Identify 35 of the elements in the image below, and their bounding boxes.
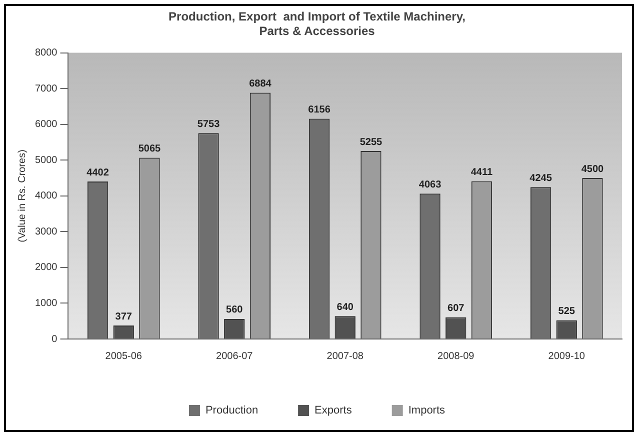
data-label: 4245	[530, 172, 552, 184]
legend-label: Production	[205, 404, 258, 417]
data-label: 377	[115, 311, 132, 322]
x-tick-label: 2006-07	[216, 350, 254, 362]
legend-label: Exports	[314, 404, 352, 417]
y-axis-title: (Value in Rs. Crores)	[16, 150, 28, 242]
text: Parts & Accessories	[259, 24, 375, 38]
x-tick-label: 2007-08	[326, 350, 364, 362]
y-tick-label: 7000	[34, 83, 58, 94]
y-tick-label: 0	[52, 334, 58, 345]
x-tick-label: 2005-06	[105, 350, 142, 362]
data-label: 4411	[470, 166, 493, 178]
data-label: 525	[558, 306, 576, 317]
text: Production, Export and Import of Textile Machinery,	[168, 10, 466, 24]
data-label: 560	[226, 304, 244, 316]
legend-label: Imports	[408, 404, 446, 417]
data-label: 5065	[138, 144, 162, 155]
x-tick-label: 2008-09	[438, 350, 475, 362]
y-tick-label: 2000	[34, 262, 58, 274]
data-label: 640	[336, 302, 354, 313]
y-tick-label: 3000	[34, 226, 58, 238]
y-tick-label: 4000	[34, 190, 58, 202]
y-tick-label: 1000	[34, 298, 58, 309]
x-tick-label: 2009-10	[548, 350, 586, 362]
y-tick-label: 5000	[34, 154, 58, 166]
data-label: 607	[448, 303, 465, 314]
data-label: 6156	[308, 104, 331, 116]
data-label: 4063	[418, 179, 442, 190]
data-label: 6884	[249, 78, 272, 90]
data-label: 5753	[197, 118, 220, 130]
y-tick-label: 8000	[34, 48, 58, 59]
data-label: 4402	[86, 167, 110, 178]
data-label: 4500	[581, 164, 604, 175]
y-tick-label: 6000	[34, 119, 58, 130]
data-label: 5255	[360, 136, 383, 148]
